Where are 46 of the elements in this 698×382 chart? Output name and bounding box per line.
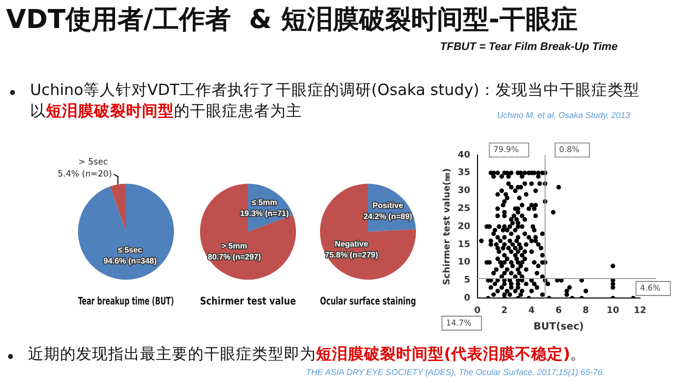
text: 的干眼症患者为主	[174, 102, 302, 120]
data-label: 75.8% (n=279)	[324, 250, 378, 260]
annotation: 4.6%	[640, 284, 661, 293]
text: 短泪膜破裂时间型(代表泪膜不稳定)	[316, 345, 570, 363]
text: 短泪膜破裂时间型	[46, 102, 174, 120]
x-tick-label: 0	[474, 306, 480, 316]
slice-label: ≤ 5sec	[118, 246, 143, 255]
slice-label: Negative	[334, 239, 369, 248]
slice-label: > 5mm	[222, 242, 248, 251]
y-tick-label: 25	[458, 204, 470, 214]
slice-label: > 5sec	[78, 158, 108, 168]
text: Uchino等人针对VDT工作者执行了干眼症的调研(Osaka study)：发现当中干眼症类型	[30, 80, 640, 101]
text: Schirmer test value	[200, 296, 296, 308]
text: Ocular surface staining	[320, 296, 416, 308]
x-tick-label: 8	[582, 306, 589, 316]
text: 。	[570, 345, 586, 363]
x-axis-title: BUT(sec)	[533, 322, 584, 333]
y-tick-label: 0	[464, 294, 470, 304]
text: Tear breakup time (BUT)	[78, 296, 174, 308]
y-tick-label: 40	[458, 150, 470, 160]
y-tick-label: 30	[458, 186, 470, 196]
x-tick-label: 2	[501, 306, 508, 316]
data-label: 80.7% (n=297)	[208, 252, 262, 262]
text: 以	[30, 102, 46, 120]
text: 14.7%	[446, 318, 472, 328]
x-tick-label: 12	[634, 306, 646, 316]
data-label: 94.6% (n=348)	[103, 256, 157, 266]
text: TFBUT = Tear Film Break-Up Time	[440, 41, 618, 53]
y-tick-label: 15	[458, 240, 470, 250]
text: 近期的发现指出最主要的干眼症类型即为	[28, 345, 316, 363]
text: VDT使用者/工作者 & 短泪膜破裂时间型-干眼症	[6, 4, 578, 37]
x-tick-label: 6	[556, 306, 562, 316]
y-tick-label: 10	[458, 258, 470, 268]
text: THE ASIA DRY EYE SOCIETY (ADES), The Ocular Surface. 2017;15(1):65-76.	[306, 367, 605, 377]
x-tick-label: 10	[606, 306, 620, 316]
text: 79.9%	[493, 145, 520, 154]
y-tick-label: 35	[458, 168, 470, 178]
y-axis-title: Schirmer test value(㎜)	[442, 168, 453, 285]
x-tick-label: 4	[528, 306, 535, 316]
slice-label: ≤ 5mm	[252, 198, 278, 208]
text: Uchino M, et al, Osaka Study, 2013	[497, 110, 630, 120]
slice-label: Positive	[372, 201, 404, 210]
y-tick-label: 20	[458, 222, 470, 232]
text: 0.8%	[559, 145, 580, 154]
y-tick-label: 5	[464, 276, 470, 286]
data-label: 5.4% (n=20)	[58, 170, 112, 180]
